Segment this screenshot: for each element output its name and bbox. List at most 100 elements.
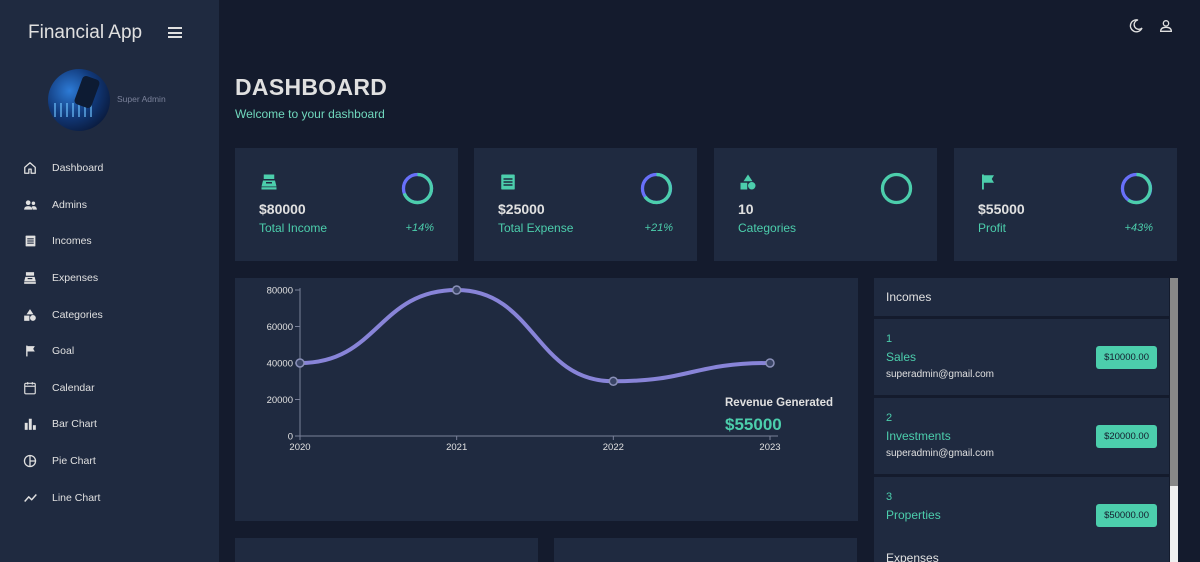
entry-email: superadmin@gmail.com [886,448,994,459]
sidebar-item-bar-chart[interactable]: Bar Chart [0,406,219,443]
stat-percent: +21% [644,222,673,234]
page-subtitle: Welcome to your dashboard [235,107,385,121]
entry-number: 1 [886,333,893,345]
sidebar-item-label: Line Chart [52,491,101,504]
x-tick-label: 2021 [446,442,467,453]
stat-value: $80000 [259,201,306,217]
shapes-icon [739,173,757,191]
incomes-scrollbar[interactable] [1170,278,1178,562]
entry-number: 3 [886,491,893,503]
people-icon [22,197,38,213]
page-title: DASHBOARD [235,74,388,100]
home-icon [22,160,38,176]
stat-card-profit: $55000 Profit +43% [954,148,1177,261]
stat-card-total-expense: $25000 Total Expense +21% [474,148,697,261]
sidebar-item-dashboard[interactable]: Dashboard [0,150,219,187]
stat-percent: +14% [405,222,434,234]
flag-icon [22,343,38,359]
incomes-panel-title: Incomes [874,278,1169,319]
stat-value: 10 [738,201,754,217]
data-point [295,358,305,368]
user-profile-icon[interactable] [1158,18,1174,34]
y-tick-label: 20000 [267,395,293,406]
revenue-chart-card: 0 20000 40000 60000 80000 2020 2021 2022 2023 Re… [235,278,858,521]
sidebar-item-incomes[interactable]: Incomes [0,223,219,260]
bar-chart-icon [22,416,38,432]
stat-card-total-income: $80000 Total Income +14% [235,148,458,261]
sidebar-item-label: Goal [52,345,75,358]
stat-card-categories: 10 Categories [714,148,937,261]
menu-toggle-icon[interactable] [168,27,182,38]
bottom-card-left [235,538,538,562]
list-item: 1 Sales superadmin@gmail.com $10000.00 [874,319,1169,398]
list-item: 2 Investments superadmin@gmail.com $2000… [874,398,1169,477]
entry-amount-badge: $10000.00 [1096,346,1157,369]
receipt-icon [499,173,517,191]
stat-label: Total Income [259,221,328,235]
data-point [451,285,462,295]
sidebar-item-label: Dashboard [52,162,104,175]
entry-amount-badge: $20000.00 [1096,425,1157,448]
revenue-line-chart: 0 20000 40000 60000 80000 2020 2021 2022 2023 [267,285,781,453]
stat-label: Total Expense [498,221,574,235]
avatar [48,69,110,131]
revenue-label: Revenue Generated [725,397,834,409]
sidebar-item-admins[interactable]: Admins [0,187,219,224]
flag-icon [979,173,997,191]
sidebar-item-label: Categories [52,308,103,321]
sidebar-item-label: Bar Chart [52,418,97,431]
revenue-value: $55000 [725,415,782,434]
shapes-icon [22,307,38,323]
x-tick-label: 2022 [603,442,624,453]
entry-name: Investments [886,429,951,443]
sidebar-item-label: Calendar [52,381,95,394]
entry-amount-badge: $50000.00 [1096,504,1157,527]
cash-register-icon [260,173,278,191]
cash-register-icon [22,270,38,286]
user-role: Super Admin [117,94,166,104]
sidebar-item-expenses[interactable]: Expenses [0,260,219,297]
sidebar-item-calendar[interactable]: Calendar [0,370,219,407]
sidebar-item-line-chart[interactable]: Line Chart [0,479,219,516]
y-tick-label: 80000 [267,286,293,297]
series-line [298,287,772,384]
sidebar-nav: Dashboard Admins Incomes Expenses Catego… [0,150,219,516]
line-chart-icon [22,490,38,506]
sidebar-item-label: Admins [52,198,88,211]
stat-percent: +43% [1124,222,1153,234]
calendar-icon [22,380,38,396]
sidebar: Financial App Super Admin Dashboard Admi… [0,0,219,562]
top-toolbar [1128,18,1174,34]
stat-value: $55000 [978,201,1025,217]
data-point [608,376,619,386]
sidebar-item-label: Pie Chart [52,455,96,468]
expenses-panel-title: Expenses [874,538,1169,562]
scrollbar-track [1170,486,1178,562]
stat-value: $25000 [498,201,545,217]
sidebar-item-pie-chart[interactable]: Pie Chart [0,443,219,480]
progress-ring [1120,172,1153,205]
data-point [765,358,775,368]
main-content: DASHBOARD Welcome to your dashboard $800… [219,0,1200,562]
app-brand: Financial App [28,22,143,43]
stat-label: Categories [738,221,797,235]
sidebar-item-label: Incomes [52,235,92,248]
entry-number: 2 [886,412,893,424]
sidebar-item-label: Expenses [52,272,99,285]
entry-email: superadmin@gmail.com [886,369,994,380]
progress-ring [401,172,434,205]
scrollbar-thumb[interactable] [1170,278,1178,486]
x-tick-label: 2020 [289,442,310,453]
receipt-icon [22,233,38,249]
y-tick-label: 40000 [267,359,293,370]
x-tick-label: 2023 [759,442,780,453]
sidebar-item-goal[interactable]: Goal [0,333,219,370]
dark-mode-toggle-icon[interactable] [1128,18,1144,34]
progress-ring [880,172,913,205]
pie-chart-icon [22,453,38,469]
y-tick-label: 60000 [267,322,293,333]
bottom-card-middle [554,538,857,562]
sidebar-item-categories[interactable]: Categories [0,296,219,333]
y-tick-label: 0 [288,432,293,443]
